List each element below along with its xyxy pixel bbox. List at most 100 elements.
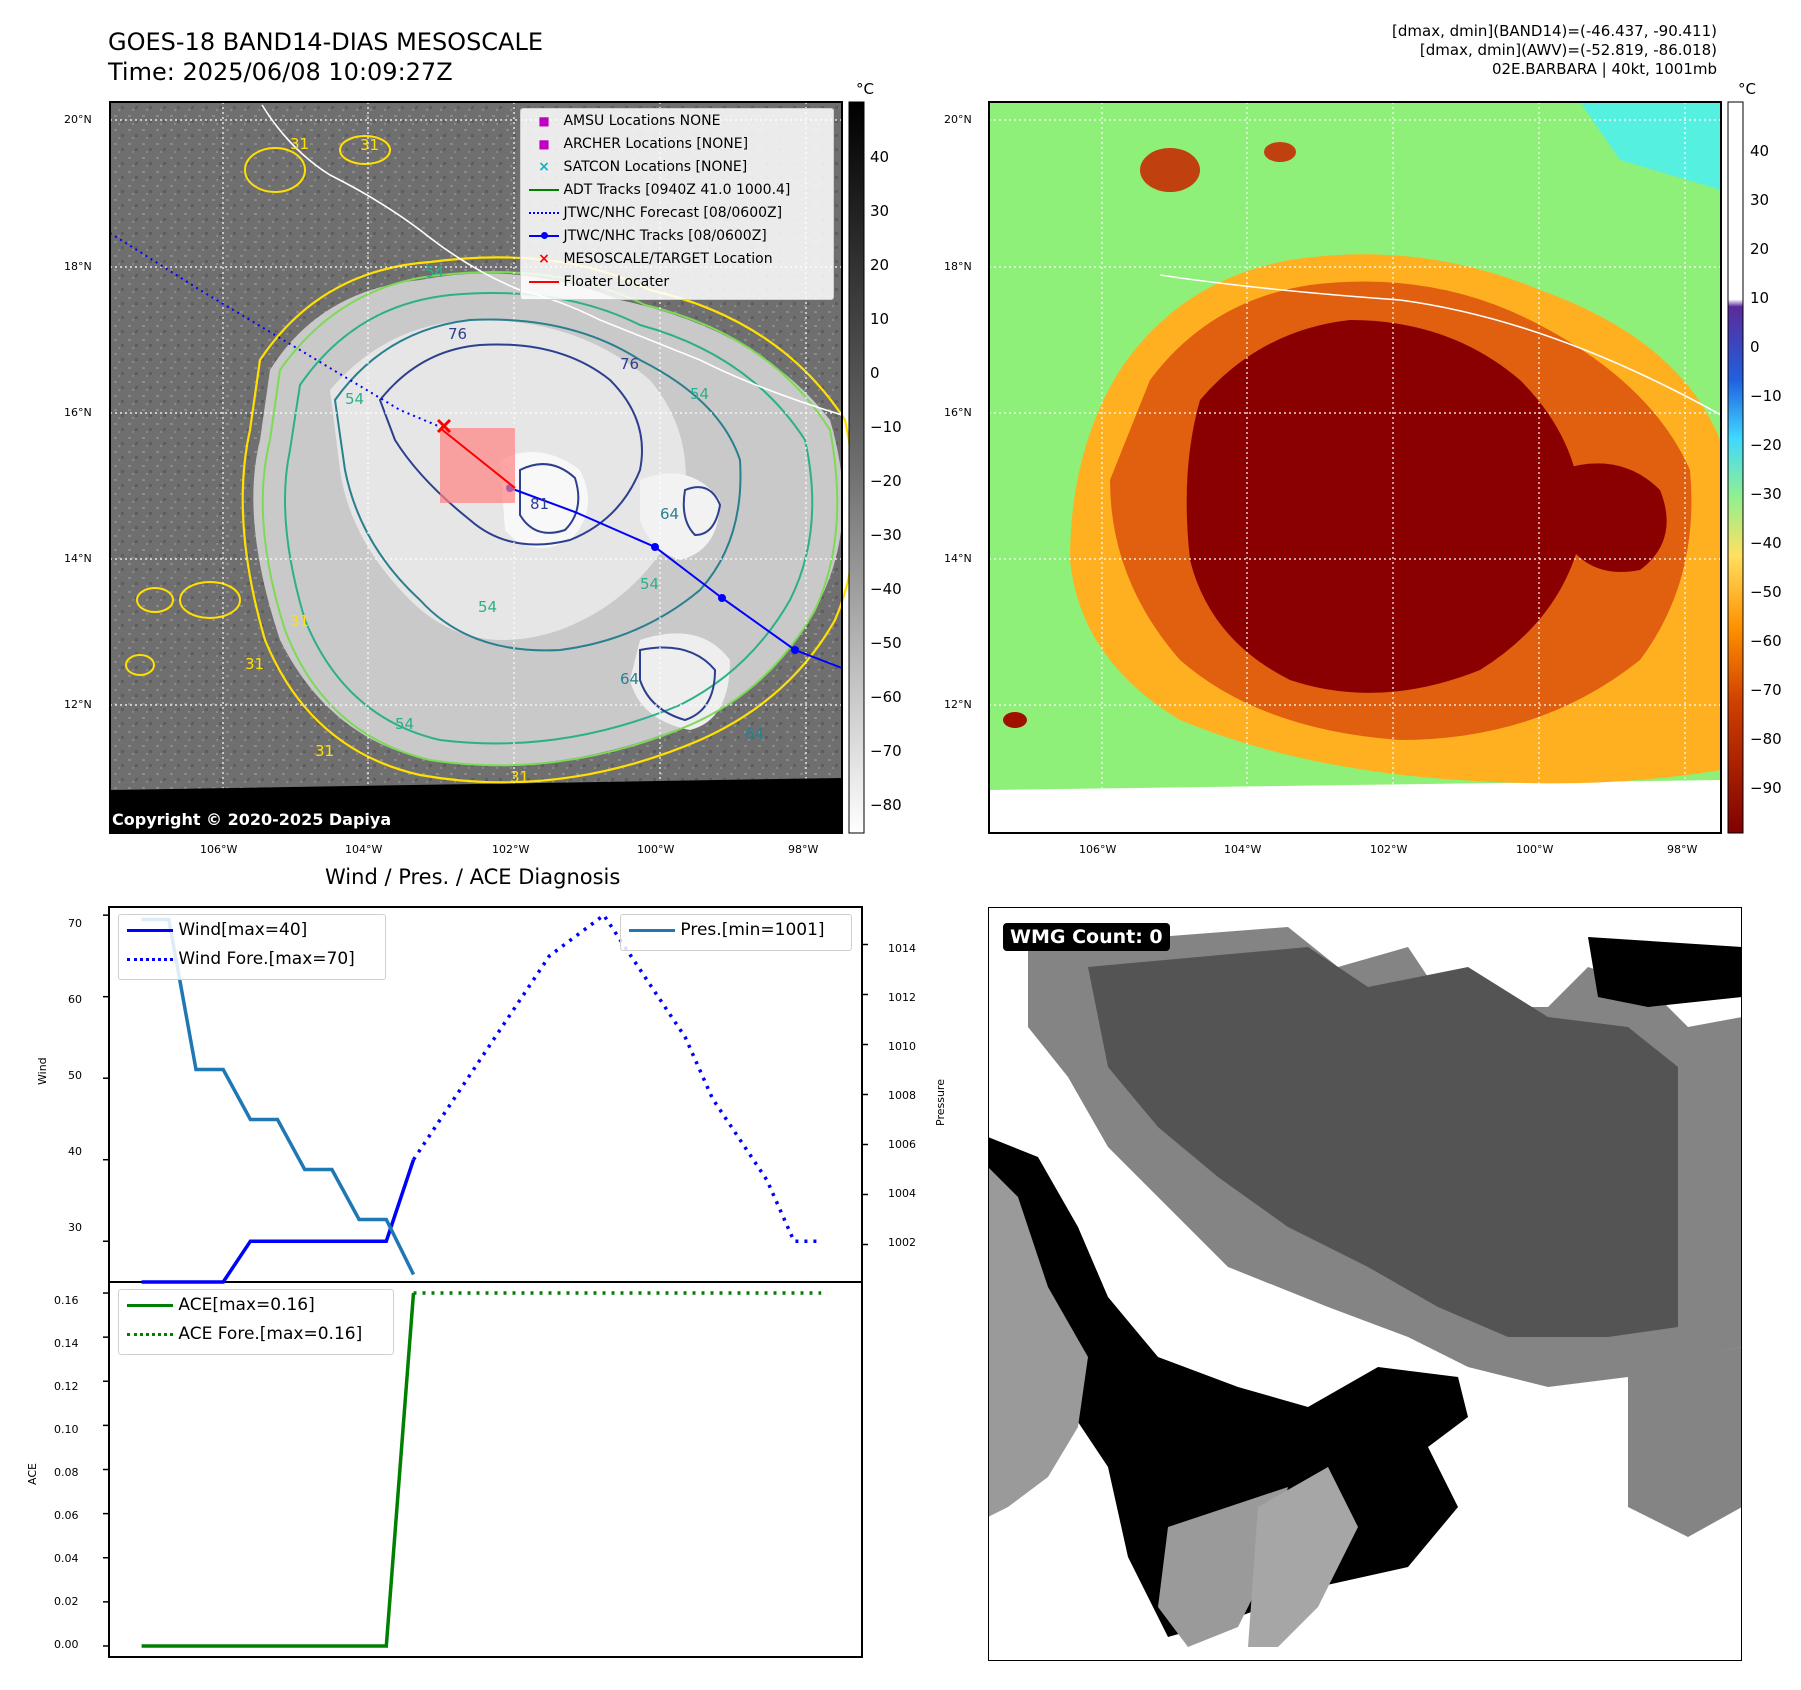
colorbar-tick: −80 <box>1750 730 1782 748</box>
pres-tick: 1014 <box>888 942 916 955</box>
colorbar-tick: 40 <box>870 148 890 166</box>
awv-colorbar <box>1727 101 1744 834</box>
contour-label: 81 <box>530 495 550 513</box>
contour-64-south <box>639 646 717 722</box>
colorbar-tick: 30 <box>870 202 890 220</box>
contour-label: 31 <box>315 742 335 760</box>
legend-satcon: × SATCON Locations [NONE] <box>529 159 747 175</box>
colorbar-tick: −40 <box>1750 534 1782 552</box>
ir-colorbar <box>848 101 865 834</box>
lat-label: 14°N <box>64 552 92 565</box>
contour-label: 64 <box>660 505 680 523</box>
lat-label: 16°N <box>944 406 972 419</box>
colorbar-tick: 0 <box>870 364 880 382</box>
wind-tick: 30 <box>68 1221 82 1234</box>
square-marker-icon: ■ <box>538 114 550 128</box>
pres-ylabel: Pressure <box>934 1079 947 1126</box>
lon-label: 104°W <box>345 843 383 856</box>
contour-label: 54 <box>690 385 710 403</box>
lat-label: 18°N <box>944 260 972 273</box>
awv-coastline <box>1159 274 1722 416</box>
wmg-dark-region <box>1088 947 1678 1337</box>
forecast-track <box>109 232 444 429</box>
wmg-gray-west <box>988 1167 1088 1517</box>
wind-plot <box>141 912 822 1284</box>
wind-ylabel: Wind <box>36 1057 49 1085</box>
contour-76 <box>378 343 643 546</box>
legend-label: ARCHER Locations [NONE] <box>563 136 749 152</box>
tick-marks <box>103 914 868 1647</box>
diag-title: Wind / Pres. / ACE Diagnosis <box>325 865 621 889</box>
contour-label: 31 <box>360 136 380 154</box>
solid-line-icon <box>127 928 173 932</box>
legend-archer: ■ ARCHER Locations [NONE] <box>529 136 748 152</box>
diag-chart <box>103 906 868 1658</box>
colorbar-tick: −70 <box>1750 681 1782 699</box>
cell-west2 <box>179 581 241 619</box>
lon-label: 98°W <box>788 843 819 856</box>
ace-legend: ACE[max=0.16] ACE Fore.[max=0.16] <box>118 1289 394 1355</box>
lat-label: 16°N <box>64 406 92 419</box>
contour-54 <box>284 292 814 745</box>
awv-north-cell2 <box>1264 142 1296 162</box>
contour-label: 64 <box>620 670 640 688</box>
contour-label: 76 <box>448 325 468 343</box>
awv-east-cell <box>1560 463 1667 572</box>
contour-label: 76 <box>620 355 640 373</box>
target-marker-icon <box>436 418 452 434</box>
legend-forecast: JTWC/NHC Forecast [08/0600Z] <box>529 205 782 221</box>
wmg-gray-south2 <box>1248 1467 1358 1647</box>
ace-tick: 0.08 <box>54 1466 79 1479</box>
legend-label: SATCON Locations [NONE] <box>563 159 748 175</box>
colorbar-tick: −30 <box>870 526 902 544</box>
awv-north-cell <box>1140 148 1200 192</box>
pres-tick: 1008 <box>888 1089 916 1102</box>
colorbar-tick: −90 <box>1750 779 1782 797</box>
pres-plot <box>141 917 416 1276</box>
wind-tick: 50 <box>68 1069 82 1082</box>
legend-label: ACE[max=0.16] <box>178 1295 315 1315</box>
awv-map-frame <box>988 101 1722 834</box>
wind-line <box>141 1159 416 1284</box>
legend-tracks: JTWC/NHC Tracks [08/0600Z] <box>529 228 767 244</box>
target-box <box>440 428 515 503</box>
ir-map-frame <box>109 101 843 834</box>
square-marker-icon: ■ <box>538 137 550 151</box>
legend-label: JTWC/NHC Forecast [08/0600Z] <box>563 205 783 221</box>
colorbar-tick: −50 <box>1750 583 1782 601</box>
pressure-line <box>141 917 416 1276</box>
colorbar-tick: 20 <box>1750 240 1770 258</box>
ace-tick: 0.00 <box>54 1638 79 1651</box>
colorbar-tick: −20 <box>870 472 902 490</box>
contour-label: 54 <box>425 263 445 281</box>
wmg-count-badge: WMG Count: 0 <box>1003 923 1170 951</box>
pres-legend-item: Pres.[min=1001] <box>629 920 825 940</box>
pres-legend: Pres.[min=1001] <box>620 914 852 951</box>
pres-tick: 1010 <box>888 1040 916 1053</box>
ace-legend-item: ACE Fore.[max=0.16] <box>127 1324 362 1344</box>
colorbar-tick: 10 <box>1750 289 1770 307</box>
ir-nodata-strip <box>110 778 842 833</box>
wind-tick: 40 <box>68 1145 82 1158</box>
legend-label: ADT Tracks [0940Z 41.0 1000.4] <box>563 182 791 198</box>
ace-tick: 0.04 <box>54 1552 79 1565</box>
lon-label: 102°W <box>492 843 530 856</box>
lat-label: 20°N <box>64 113 92 126</box>
awv-west-cell <box>1003 712 1027 728</box>
legend-label: MESOSCALE/TARGET Location <box>563 251 773 267</box>
cell-west3 <box>136 587 174 613</box>
lon-label: 106°W <box>1079 843 1117 856</box>
legend-amsu: ■ AMSU Locations NONE <box>529 113 720 129</box>
ace-tick: 0.14 <box>54 1337 79 1350</box>
contour-label: 64 <box>745 725 765 743</box>
colorbar-tick: −70 <box>870 742 902 760</box>
lat-label: 12°N <box>944 698 972 711</box>
legend-label: Floater Locater <box>563 274 670 290</box>
wmg-panel <box>988 907 1742 1661</box>
solid-line-icon <box>127 1303 173 1307</box>
colorbar-tick: 30 <box>1750 191 1770 209</box>
pres-tick: 1006 <box>888 1138 916 1151</box>
ace-legend-item: ACE[max=0.16] <box>127 1295 315 1315</box>
lat-label: 14°N <box>944 552 972 565</box>
copyright: Copyright © 2020-2025 Dapiya <box>112 810 392 829</box>
